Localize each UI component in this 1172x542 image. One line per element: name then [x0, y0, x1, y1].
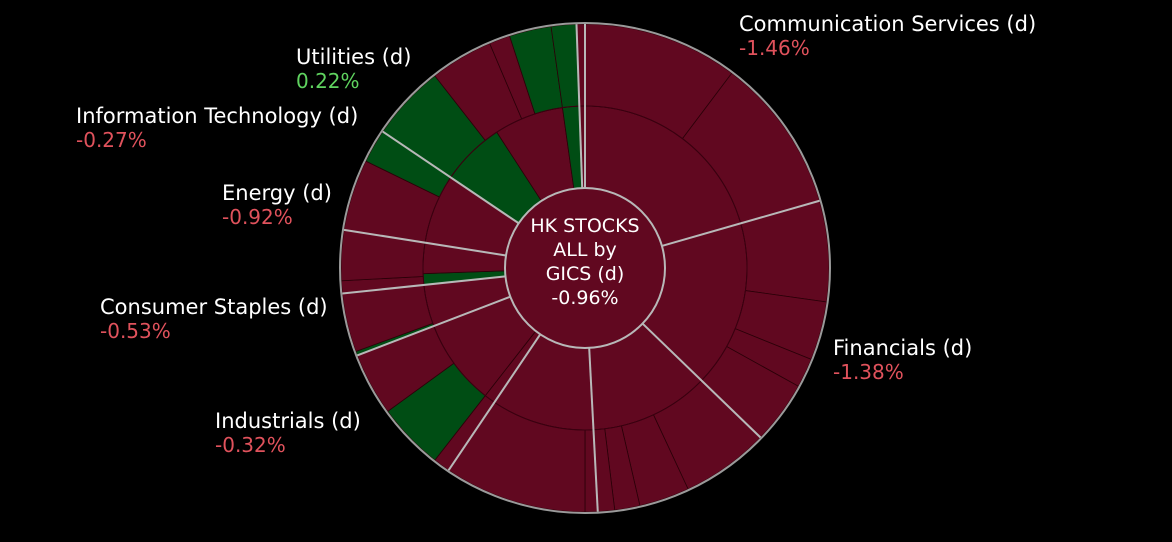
label-energy[interactable]: Energy (d) -0.92% [222, 181, 332, 229]
label-utilities-name: Utilities (d) [296, 45, 412, 69]
label-industrials-change: -0.32% [215, 433, 286, 457]
label-industrials-name: Industrials (d) [215, 409, 361, 433]
label-utilities-change: 0.22% [296, 69, 360, 93]
label-consumer-staples[interactable]: Consumer Staples (d) -0.53% [100, 295, 328, 343]
label-industrials[interactable]: Industrials (d) -0.32% [215, 409, 361, 457]
center-title-line-1: HK STOCKS [530, 215, 640, 237]
sector-separators [342, 24, 820, 512]
label-information-technology-name: Information Technology (d) [76, 104, 359, 128]
separator-other [641, 322, 762, 439]
label-financials-name: Financials (d) [833, 336, 973, 360]
center-title-line-3: GICS (d) [545, 263, 625, 285]
center-change: -0.96% [551, 287, 619, 309]
label-communication-services[interactable]: Communication Services (d) -1.46% [739, 12, 1036, 60]
label-information-technology[interactable]: Information Technology (d) -0.27% [76, 104, 358, 152]
separator-other2 [588, 347, 599, 512]
label-financials-change: -1.38% [833, 360, 904, 384]
label-communication-services-change: -1.46% [739, 36, 810, 60]
sunburst-rings [340, 23, 830, 513]
separator-fin [661, 199, 820, 247]
separator-util [382, 130, 520, 225]
separator-ind [447, 333, 542, 471]
label-communication-services-name: Communication Services (d) [739, 12, 1037, 36]
label-consumer-staples-name: Consumer Staples (d) [100, 295, 328, 319]
separator-energy [342, 275, 506, 295]
center-label: HK STOCKS ALL by GICS (d) -0.96% [510, 214, 660, 310]
center-title-line-2: ALL by [553, 239, 617, 261]
label-consumer-staples-change: -0.53% [100, 319, 171, 343]
separator-tail [575, 24, 584, 189]
label-energy-change: -0.92% [222, 205, 293, 229]
label-utilities[interactable]: Utilities (d) 0.22% [296, 45, 411, 93]
center-disc[interactable] [504, 187, 666, 349]
separator-staples [356, 295, 511, 357]
label-energy-name: Energy (d) [222, 181, 332, 205]
label-information-technology-change: -0.27% [76, 128, 147, 152]
separator-it [343, 228, 507, 257]
label-financials[interactable]: Financials (d) -1.38% [833, 336, 972, 384]
outer-border [339, 22, 831, 514]
